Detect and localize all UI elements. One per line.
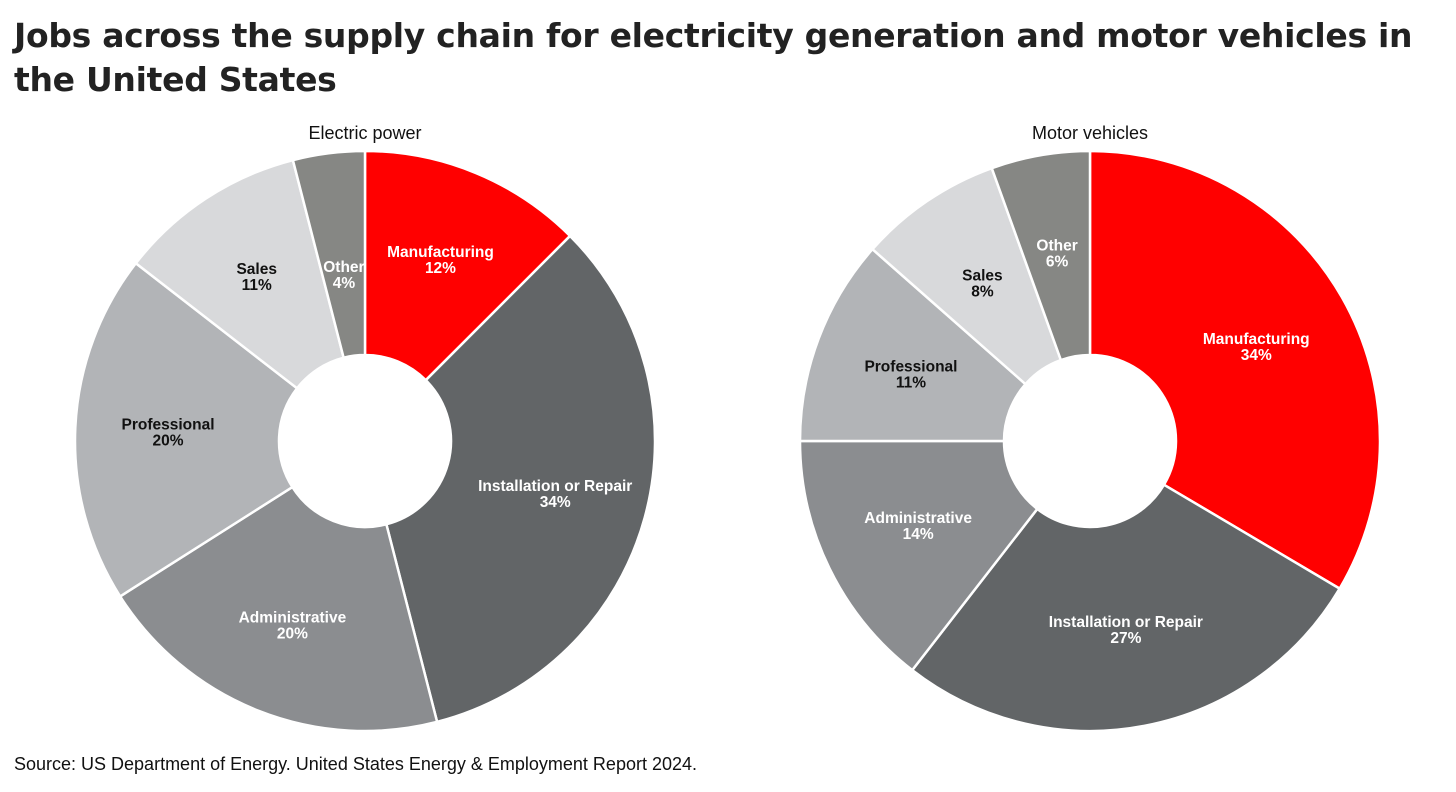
slice-label-manufacturing: Manufacturing xyxy=(387,244,494,261)
slices-electric-power xyxy=(73,149,657,733)
slice-percent-installation-or-repair: 27% xyxy=(1110,630,1141,647)
chart-title-electric-power: Electric power xyxy=(308,123,421,143)
slice-percent-sales: 11% xyxy=(242,277,272,294)
slice-label-administrative: Administrative xyxy=(239,609,347,626)
slice-label-sales: Sales xyxy=(962,268,1003,285)
slice-installation-or-repair xyxy=(911,483,1341,733)
slice-label-sales: Sales xyxy=(236,261,277,278)
slice-label-administrative: Administrative xyxy=(864,510,972,527)
slice-other xyxy=(291,149,367,359)
slice-percent-professional: 20% xyxy=(153,433,184,450)
slice-percent-administrative: 20% xyxy=(277,625,308,642)
slice-administrative xyxy=(118,485,439,733)
slice-label-other: Other xyxy=(1036,237,1077,254)
slice-other xyxy=(990,149,1092,362)
slice-administrative xyxy=(798,439,1039,672)
slice-percent-administrative: 14% xyxy=(903,526,934,543)
slice-sales xyxy=(134,158,345,390)
slice-label-professional: Professional xyxy=(864,358,957,375)
slice-percent-manufacturing: 12% xyxy=(425,260,456,277)
slice-manufacturing xyxy=(1088,149,1382,590)
slice-installation-or-repair xyxy=(385,234,657,724)
slice-label-installation-or-repair: Installation or Repair xyxy=(478,478,632,495)
chart-title-motor-vehicles: Motor vehicles xyxy=(1032,123,1148,143)
slices-motor-vehicles xyxy=(798,149,1382,733)
source-note: Source: US Department of Energy. United … xyxy=(14,754,698,774)
slice-label-manufacturing: Manufacturing xyxy=(1203,331,1310,348)
slice-label-other: Other xyxy=(323,259,364,276)
slice-percent-other: 4% xyxy=(333,275,356,292)
slice-professional xyxy=(798,247,1027,443)
slice-percent-sales: 8% xyxy=(971,284,994,301)
slice-label-professional: Professional xyxy=(122,417,215,434)
slice-manufacturing xyxy=(363,149,572,382)
slice-sales xyxy=(871,166,1063,386)
page-title: Jobs across the supply chain for electri… xyxy=(14,16,1413,99)
slice-label-installation-or-repair: Installation or Repair xyxy=(1049,614,1203,631)
slice-percent-other: 6% xyxy=(1046,253,1069,270)
slice-percent-manufacturing: 34% xyxy=(1241,347,1272,364)
slice-percent-professional: 11% xyxy=(896,374,926,391)
slice-percent-installation-or-repair: 34% xyxy=(540,494,571,511)
